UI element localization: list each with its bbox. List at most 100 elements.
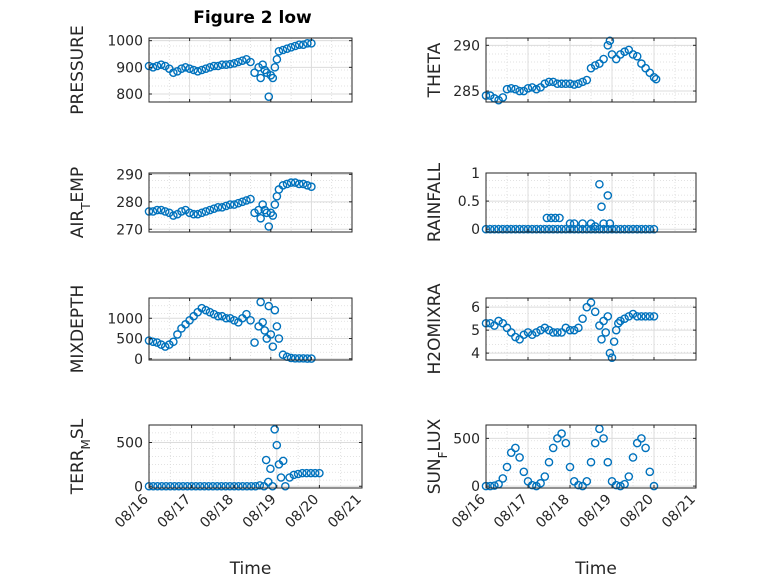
data-point [632, 224, 642, 234]
data-point [225, 59, 235, 69]
data-point [582, 75, 592, 85]
data-point [506, 83, 516, 93]
data-point [557, 224, 566, 234]
data-point [632, 51, 642, 61]
data-point [282, 179, 292, 189]
data-point [197, 65, 207, 75]
data-point [152, 338, 162, 347]
data-point [285, 473, 294, 482]
y-axis-label: RAINFALL [425, 162, 445, 242]
data-point [540, 224, 550, 234]
data-point [225, 481, 235, 491]
data-point [254, 205, 263, 215]
data-point [569, 219, 579, 228]
data-point [229, 59, 239, 68]
y-tick-label: 270 [116, 222, 143, 238]
data-point [595, 179, 604, 189]
data-point [523, 224, 533, 234]
y-axis-label: H2OMIXRA [425, 283, 445, 374]
data-point [266, 464, 275, 474]
data-point [590, 222, 600, 231]
y-axis-label: THETA [425, 42, 445, 98]
data-point [645, 68, 655, 78]
data-point [178, 481, 188, 491]
data-point [574, 323, 583, 333]
data-point [242, 481, 252, 491]
data-point [565, 79, 575, 89]
data-point [502, 323, 512, 333]
data-point [209, 204, 219, 213]
data-point [590, 224, 600, 234]
data-point [645, 467, 655, 477]
data-point [161, 481, 171, 491]
data-point [259, 481, 269, 491]
data-point [494, 316, 503, 326]
data-point [213, 61, 223, 71]
data-point [177, 324, 186, 333]
data-point [185, 208, 194, 218]
data-point [565, 219, 575, 228]
data-point [511, 332, 520, 342]
data-point [177, 64, 186, 73]
y-tick-label: 0 [471, 222, 480, 238]
data-point [637, 434, 646, 443]
data-point [156, 340, 166, 349]
data-point [565, 325, 575, 335]
data-point [645, 224, 655, 234]
data-point [586, 457, 596, 467]
data-point [498, 224, 508, 234]
axes-box [148, 424, 363, 489]
data-point [595, 424, 604, 434]
axes-box [148, 297, 353, 361]
x-tick-label: 08/16 [112, 491, 152, 531]
data-point [213, 203, 223, 212]
data-point [578, 219, 587, 228]
data-point [183, 481, 192, 491]
data-point [611, 224, 621, 234]
data-point [595, 59, 604, 68]
data-point [258, 318, 267, 327]
x-tick-label: 08/21 [659, 492, 699, 532]
data-point [582, 224, 592, 234]
x-tick-label: 08/19 [575, 492, 615, 532]
data-point [641, 312, 650, 321]
data-point [494, 224, 503, 234]
axes-box [485, 37, 697, 103]
data-point [599, 316, 608, 326]
data-point [605, 219, 615, 228]
y-tick-label: 0 [134, 479, 143, 495]
data-point [555, 213, 564, 223]
data-point [603, 41, 613, 50]
data-point [193, 209, 203, 219]
data-point [582, 477, 592, 486]
data-point [281, 481, 290, 491]
data-point [607, 224, 617, 234]
data-point [278, 181, 288, 190]
data-point [536, 478, 545, 488]
data-point [250, 68, 259, 77]
y-tick-label: 500 [116, 332, 143, 348]
data-point [298, 354, 308, 363]
data-point [181, 320, 190, 329]
data-point [599, 219, 608, 228]
data-point [620, 224, 629, 234]
data-point [234, 198, 243, 208]
data-point [246, 57, 255, 67]
x-tick-label: 08/19 [240, 492, 280, 532]
data-point [637, 224, 646, 234]
data-point [242, 309, 251, 319]
data-point [599, 224, 608, 234]
figure-title: Figure 2 low [193, 8, 312, 28]
data-point [221, 60, 231, 69]
data-point [616, 224, 625, 234]
data-point [157, 481, 167, 491]
data-point [153, 481, 162, 491]
data-point [561, 224, 571, 234]
data-point [217, 311, 227, 321]
data-point [649, 481, 659, 491]
data-point [624, 312, 634, 321]
data-point [268, 342, 278, 351]
data-point [557, 328, 566, 337]
data-point [177, 207, 186, 216]
